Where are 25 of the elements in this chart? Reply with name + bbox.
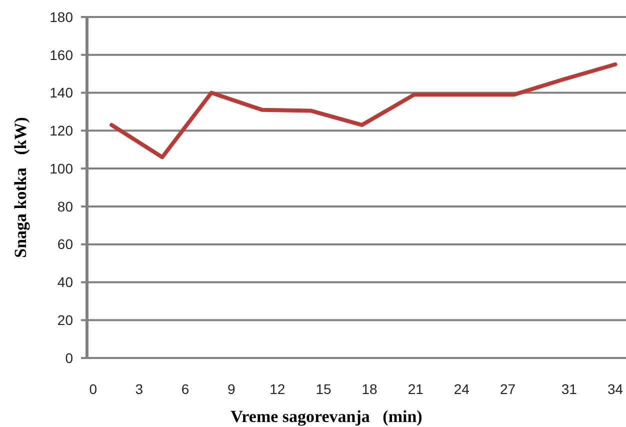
y-axis-title: Snaga kotka (kW) <box>11 117 30 258</box>
y-tick-label: 100 <box>50 160 74 176</box>
x-tick-label: 18 <box>362 380 378 397</box>
y-tick-label: 0 <box>65 350 74 366</box>
x-tick-label: 6 <box>181 380 190 397</box>
x-tick-label: 9 <box>227 380 236 397</box>
x-tick-label: 31 <box>561 380 578 397</box>
x-tick-label: 0 <box>89 380 98 397</box>
y-tick-label: 140 <box>50 84 74 101</box>
line-series <box>110 62 618 160</box>
y-tick-label: 160 <box>50 46 74 63</box>
x-tick-label: 15 <box>316 380 332 397</box>
y-tick-label: 180 <box>50 8 74 25</box>
x-tick-label: 12 <box>270 380 286 397</box>
y-tick-label: 60 <box>57 236 74 252</box>
x-axis-title: Vreme sagorevanja (min) <box>230 407 422 426</box>
y-tick-label: 20 <box>57 312 74 328</box>
x-tick-label: 3 <box>135 380 144 397</box>
y-tick-label: 40 <box>57 274 74 290</box>
x-tick-label: 27 <box>500 380 516 397</box>
x-tick-label: 34 <box>607 380 624 397</box>
y-tick-label: 80 <box>57 198 74 214</box>
y-tick-label: 120 <box>50 122 74 139</box>
x-tick-label: 24 <box>454 380 470 397</box>
x-tick-label: 21 <box>408 380 424 397</box>
